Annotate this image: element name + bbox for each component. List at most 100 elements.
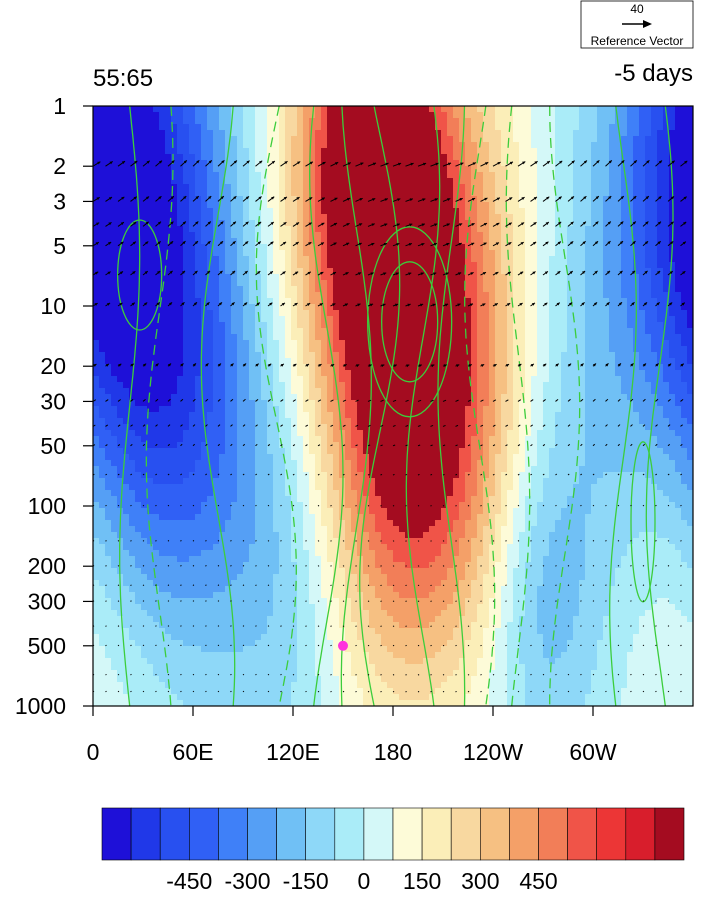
heat-cell [609,148,616,155]
heat-cell [447,400,454,407]
heat-cell [135,274,142,281]
heat-cell [441,244,448,251]
heat-cell [225,202,232,209]
heat-cell [165,304,172,311]
heat-cell [333,394,340,401]
heat-cell [501,322,508,329]
heat-cell [93,316,100,323]
heat-cell [675,274,682,281]
heat-cell [117,154,124,161]
heat-cell [291,154,298,161]
heat-cell [555,382,562,389]
heat-cell [321,358,328,365]
heat-cell [225,190,232,197]
heat-cell [363,286,370,293]
heat-cell [417,370,424,377]
heat-cell [297,316,304,323]
heat-cell [267,298,274,305]
heat-cell [111,202,118,209]
heat-cell [333,256,340,263]
heat-cell [537,358,544,365]
heat-cell [597,154,604,161]
heat-cell [585,136,592,143]
heat-cell [627,106,634,113]
heat-cell [315,166,322,173]
heat-cell [117,370,124,377]
heat-cell [249,160,256,167]
heat-cell [495,274,502,281]
heat-cell [243,232,250,239]
heat-cell [615,172,622,179]
heat-cell [675,232,682,239]
heat-cell [297,124,304,131]
heat-cell [561,142,568,149]
heat-cell [591,256,598,263]
heat-cell [381,280,388,287]
heat-cell [489,340,496,347]
heat-cell [441,274,448,281]
heat-cell [561,328,568,335]
heat-cell [201,256,208,263]
heat-cell [489,190,496,197]
heat-cell [429,220,436,227]
heat-cell [597,328,604,335]
heat-cell [129,286,136,293]
heat-cell [609,340,616,347]
heat-cell [369,172,376,179]
heat-cell [99,304,106,311]
heat-cell [447,256,454,263]
heat-cell [171,340,178,347]
heat-cell [255,364,262,371]
heat-cell [93,208,100,215]
heat-cell [507,310,514,317]
heat-cell [399,250,406,257]
heat-cell [585,298,592,305]
heat-cell [213,310,220,317]
heat-cell [285,196,292,203]
heat-cell [159,268,166,275]
heat-cell [189,208,196,215]
heat-cell [189,376,196,383]
heat-cell [675,358,682,365]
heat-cell [285,346,292,353]
heat-cell [369,154,376,161]
heat-cell [129,154,136,161]
heat-cell [309,400,316,407]
heat-cell [363,142,370,149]
heat-cell [621,400,628,407]
heat-cell [99,220,106,227]
heat-cell [261,340,268,347]
heat-cell [213,208,220,215]
heat-cell [501,352,508,359]
heat-cell [531,334,538,341]
heat-cell [471,130,478,137]
heat-cell [441,166,448,173]
heat-cell [381,190,388,197]
heat-cell [651,268,658,275]
heat-cell [135,358,142,365]
heat-cell [177,262,184,269]
heat-cell [651,190,658,197]
heat-cell [573,142,580,149]
heat-cell [537,124,544,131]
heat-cell [237,376,244,383]
heat-cell [207,274,214,281]
heat-cell [369,334,376,341]
heat-cell [309,292,316,299]
heat-cell [285,250,292,257]
heat-cell [687,202,693,209]
heat-cell [153,256,160,263]
heat-cell [465,274,472,281]
heat-cell [327,304,334,311]
heat-cell [429,268,436,275]
heat-cell [141,388,148,395]
heat-cell [189,184,196,191]
heat-cell [687,274,693,281]
heat-cell [189,214,196,221]
heat-cell [525,400,532,407]
heat-cell [615,250,622,257]
heat-cell [687,244,693,251]
heat-cell [261,118,268,125]
heat-cell [279,304,286,311]
heat-cell [423,142,430,149]
